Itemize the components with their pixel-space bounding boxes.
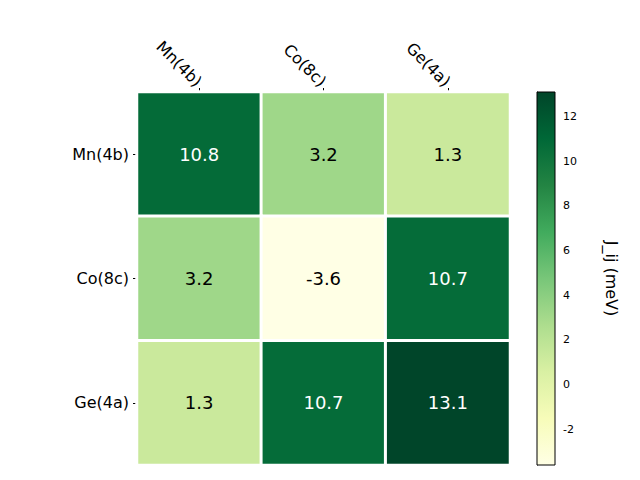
svg-text:Co(8c): Co(8c) xyxy=(77,269,129,288)
svg-text:10.7: 10.7 xyxy=(303,392,343,413)
svg-text:J_ij (meV): J_ij (meV) xyxy=(601,240,621,317)
svg-text:8: 8 xyxy=(563,199,570,212)
svg-text:Co(8c): Co(8c) xyxy=(280,40,330,90)
svg-text:Mn(4b): Mn(4b) xyxy=(72,145,129,164)
svg-text:12: 12 xyxy=(563,110,577,123)
svg-text:1.3: 1.3 xyxy=(185,392,214,413)
svg-text:Ge(4a): Ge(4a) xyxy=(402,39,454,91)
svg-text:3.2: 3.2 xyxy=(185,268,214,289)
svg-text:Mn(4b): Mn(4b) xyxy=(152,37,206,91)
svg-text:10: 10 xyxy=(563,155,577,168)
svg-text:Ge(4a): Ge(4a) xyxy=(74,393,129,412)
svg-text:10.8: 10.8 xyxy=(179,144,219,165)
svg-text:3.2: 3.2 xyxy=(309,144,338,165)
svg-text:10.7: 10.7 xyxy=(428,268,468,289)
svg-text:6: 6 xyxy=(563,244,570,257)
svg-text:0: 0 xyxy=(563,378,570,391)
svg-text:-3.6: -3.6 xyxy=(306,268,341,289)
svg-text:1.3: 1.3 xyxy=(434,144,463,165)
svg-text:2: 2 xyxy=(563,333,570,346)
svg-text:4: 4 xyxy=(563,289,570,302)
svg-text:13.1: 13.1 xyxy=(428,392,468,413)
svg-text:-2: -2 xyxy=(563,423,574,436)
